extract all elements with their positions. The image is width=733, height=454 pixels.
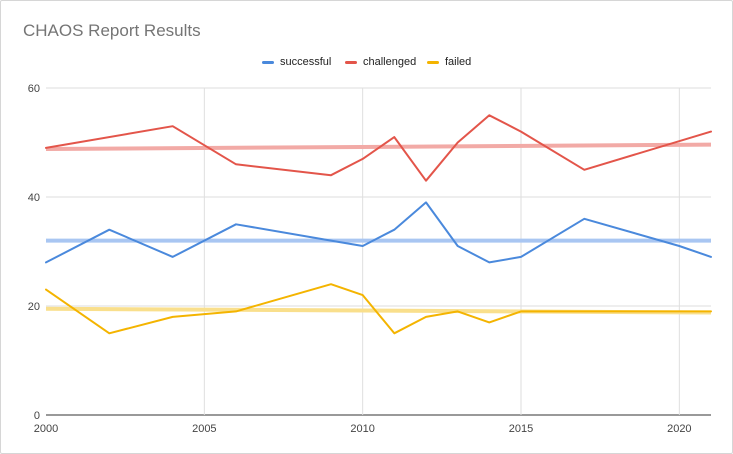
- legend-label-challenged: challenged: [363, 56, 417, 68]
- x-tick-label-2015: 2015: [509, 423, 533, 435]
- legend-label-failed: failed: [445, 56, 472, 68]
- y-tick-label-0: 0: [34, 410, 40, 422]
- legend-item-failed[interactable]: failed: [427, 54, 471, 70]
- legend-swatch-successful: [262, 60, 274, 64]
- y-tick-label-40: 40: [28, 192, 40, 204]
- x-tick-label-2010: 2010: [350, 423, 374, 435]
- series-line-challenged: [45, 114, 712, 182]
- series-line-successful: [45, 201, 712, 264]
- x-tick-label-2020: 2020: [667, 423, 691, 435]
- series-line-failed: [45, 283, 712, 335]
- x-tick-label-2000: 2000: [34, 423, 58, 435]
- legend-item-successful[interactable]: successful: [262, 54, 331, 70]
- legend-swatch-challenged: [345, 60, 357, 64]
- chart-title: CHAOS Report Results: [23, 21, 201, 40]
- legend-label-successful: successful: [280, 56, 332, 68]
- legend-item-challenged[interactable]: challenged: [345, 54, 416, 70]
- y-tick-label-60: 60: [28, 83, 40, 95]
- chart-legend: successful challenged failed: [0, 54, 733, 70]
- legend-swatch-failed: [427, 60, 439, 64]
- y-tick-label-20: 20: [28, 301, 40, 313]
- x-tick-label-2005: 2005: [192, 423, 216, 435]
